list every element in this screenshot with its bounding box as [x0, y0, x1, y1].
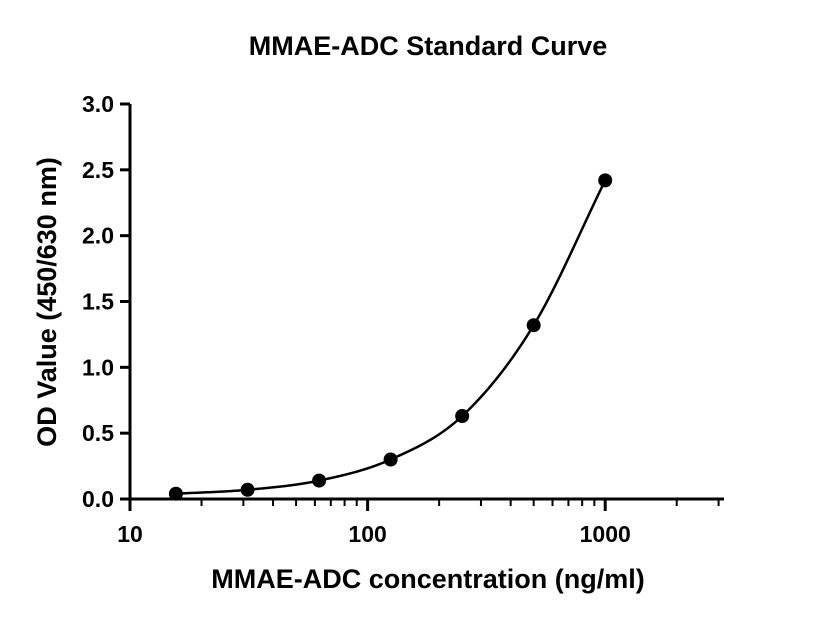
fit-curve: [175, 179, 607, 495]
x-tick-label: 1000: [580, 521, 631, 547]
chart-title: MMAE-ADC Standard Curve: [249, 31, 608, 61]
y-tick-label: 0.0: [82, 486, 114, 512]
data-point: [526, 318, 541, 333]
y-tick-label: 1.5: [82, 289, 114, 315]
data-point: [240, 482, 255, 497]
data-point: [383, 452, 398, 467]
data-point: [598, 173, 613, 188]
x-axis-label: MMAE-ADC concentration (ng/ml): [211, 564, 644, 594]
y-tick-label: 3.0: [82, 91, 114, 117]
y-tick-label: 2.0: [82, 223, 114, 249]
x-tick-label: 10: [117, 521, 143, 547]
x-tick-label: 100: [348, 521, 386, 547]
y-tick-label: 1.0: [82, 354, 114, 380]
y-tick-label: 2.5: [82, 157, 114, 183]
data-point: [168, 486, 183, 501]
data-point: [455, 409, 470, 424]
y-tick-label: 0.5: [82, 420, 114, 446]
data-point: [312, 473, 327, 488]
plot-area: 0.0 0.5 1.0 1.5 2.0 2.5 3.0 10 100 1000: [82, 91, 724, 547]
y-axis-label: OD Value (450/630 nm): [32, 157, 62, 447]
